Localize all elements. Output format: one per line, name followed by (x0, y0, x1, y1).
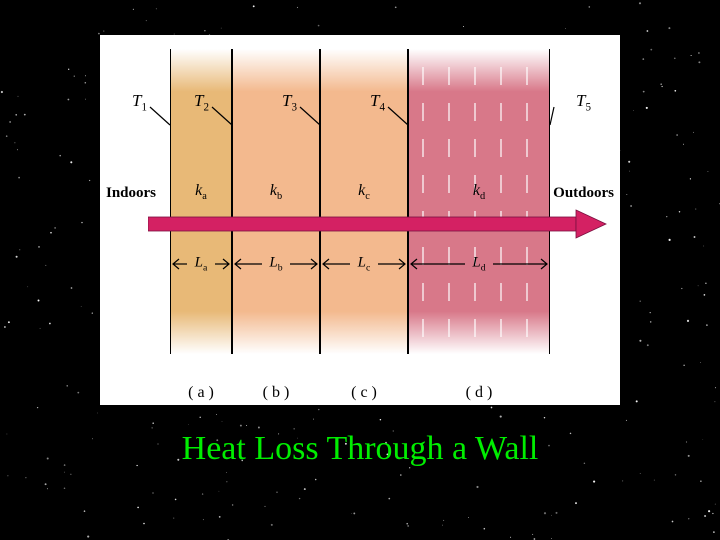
L-marker-a (170, 254, 232, 274)
outdoors-label: Outdoors (553, 185, 614, 202)
T-leader-T4 (366, 103, 426, 133)
k-label-b: kb (270, 182, 282, 202)
k-label-c: kc (358, 182, 370, 202)
col-label-c: ( c ) (351, 384, 377, 402)
indoors-label: Indoors (106, 185, 156, 202)
col-label-d: ( d ) (466, 384, 493, 402)
k-label-d: kd (473, 182, 485, 202)
heat-flow-arrow (148, 206, 608, 242)
T-leader-T2 (190, 103, 250, 133)
L-marker-c (320, 254, 408, 274)
diagram-panel: kaLa( a )kbLb( b )kcLc( c )kdLd( d )T1T2… (100, 35, 620, 405)
T-leader-T3 (278, 103, 338, 133)
col-label-a: ( a ) (188, 384, 214, 402)
T-leader-T1 (128, 103, 188, 133)
k-label-a: ka (195, 182, 207, 202)
T-leader-T5 (546, 103, 606, 133)
slide: kaLa( a )kbLb( b )kcLc( c )kdLd( d )T1T2… (0, 0, 720, 540)
slide-title: Heat Loss Through a Wall (0, 430, 720, 468)
L-marker-b (232, 254, 320, 274)
L-marker-d (408, 254, 550, 274)
layers-area: kaLa( a )kbLb( b )kcLc( c )kdLd( d )T1T2… (170, 49, 550, 354)
col-label-b: ( b ) (263, 384, 290, 402)
